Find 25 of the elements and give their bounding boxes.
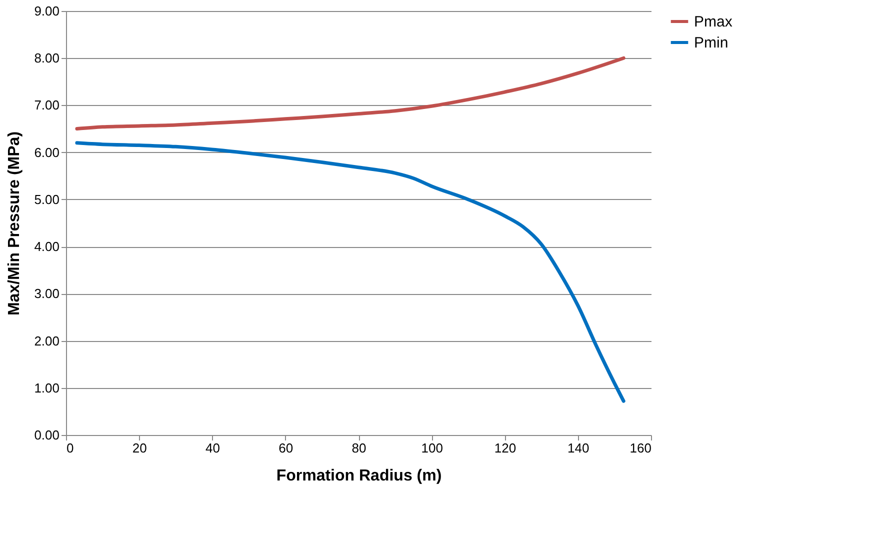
y-tick-label: 4.00 — [34, 239, 60, 254]
y-tick-label: 1.00 — [34, 380, 60, 396]
x-tick-label: 160 — [630, 440, 652, 456]
y-tick-label: 9.00 — [34, 4, 60, 18]
y-tick-label: 7.00 — [34, 98, 60, 113]
y-tick-label: 5.00 — [34, 192, 60, 207]
legend-label: Pmin — [694, 34, 728, 52]
y-tick-label: 3.00 — [34, 286, 60, 302]
y-tick-label: 0.00 — [34, 428, 60, 442]
x-axis-title: Formation Radius (m) — [276, 468, 442, 484]
x-tick-label: 60 — [278, 440, 294, 456]
y-tick-label: 8.00 — [34, 50, 60, 66]
x-tick-label: 80 — [352, 440, 366, 456]
y-tick-label: 2.00 — [34, 333, 60, 348]
legend-label: Pmax — [694, 14, 733, 30]
line-series — [75, 56, 626, 131]
x-tick-label: 140 — [568, 440, 590, 456]
x-tick-label: 120 — [494, 440, 516, 456]
x-tick-label: 100 — [421, 440, 443, 456]
x-tick-label: 20 — [132, 440, 147, 456]
x-tick-label: 0 — [66, 440, 74, 456]
y-axis-title: Max/Min Pressure (MPa) — [6, 131, 24, 316]
y-tick-label: 6.00 — [34, 144, 60, 160]
x-tick-label: 40 — [206, 440, 220, 456]
line-series — [75, 141, 626, 403]
